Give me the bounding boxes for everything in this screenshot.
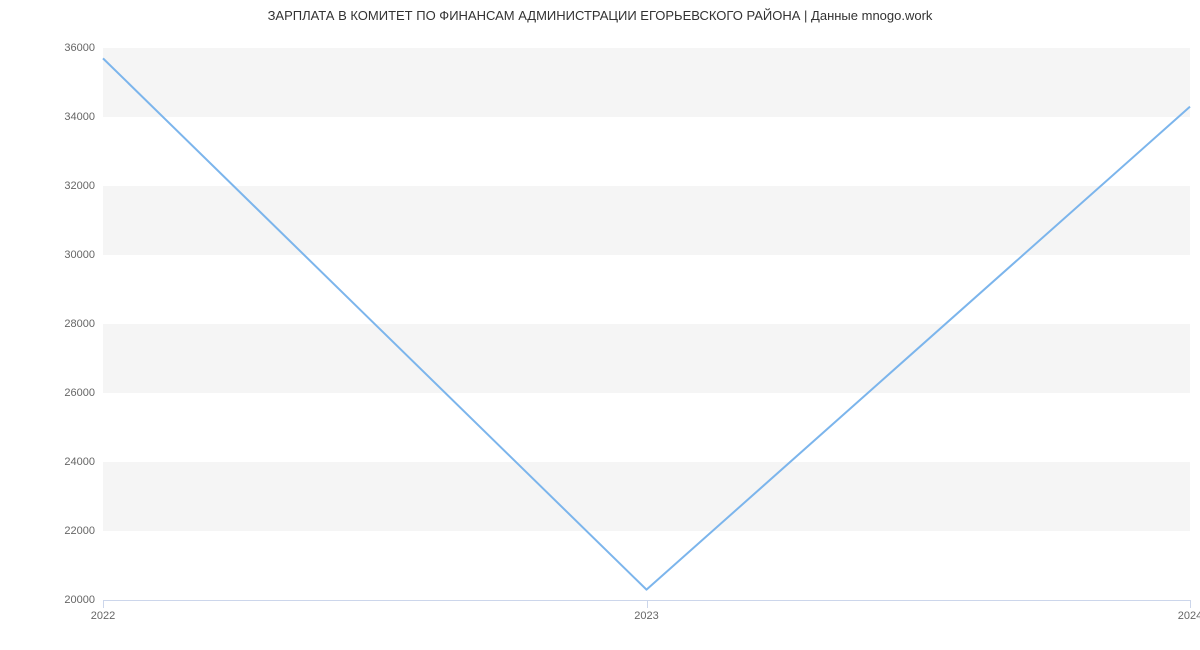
y-tick-label: 20000 xyxy=(35,594,95,606)
x-tick-mark xyxy=(1190,600,1191,608)
chart-title: ЗАРПЛАТА В КОМИТЕТ ПО ФИНАНСАМ АДМИНИСТР… xyxy=(0,8,1200,23)
y-tick-label: 34000 xyxy=(35,111,95,123)
y-tick-label: 32000 xyxy=(35,180,95,192)
x-tick-label: 2022 xyxy=(91,610,115,622)
x-tick-mark xyxy=(647,600,648,608)
y-tick-label: 28000 xyxy=(35,318,95,330)
x-tick-label: 2023 xyxy=(634,610,658,622)
y-tick-label: 36000 xyxy=(35,42,95,54)
plot-area: 2000022000240002600028000300003200034000… xyxy=(103,48,1190,600)
x-tick-label: 2024 xyxy=(1178,610,1200,622)
y-tick-label: 26000 xyxy=(35,387,95,399)
line-chart: ЗАРПЛАТА В КОМИТЕТ ПО ФИНАНСАМ АДМИНИСТР… xyxy=(0,0,1200,650)
y-tick-label: 30000 xyxy=(35,249,95,261)
x-tick-mark xyxy=(103,600,104,608)
y-tick-label: 22000 xyxy=(35,525,95,537)
series-line xyxy=(103,48,1190,600)
y-tick-label: 24000 xyxy=(35,456,95,468)
